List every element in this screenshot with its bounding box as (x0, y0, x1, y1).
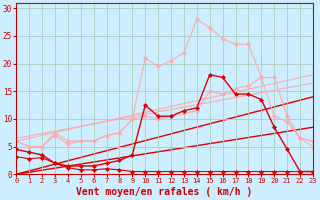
X-axis label: Vent moyen/en rafales ( km/h ): Vent moyen/en rafales ( km/h ) (76, 187, 253, 197)
